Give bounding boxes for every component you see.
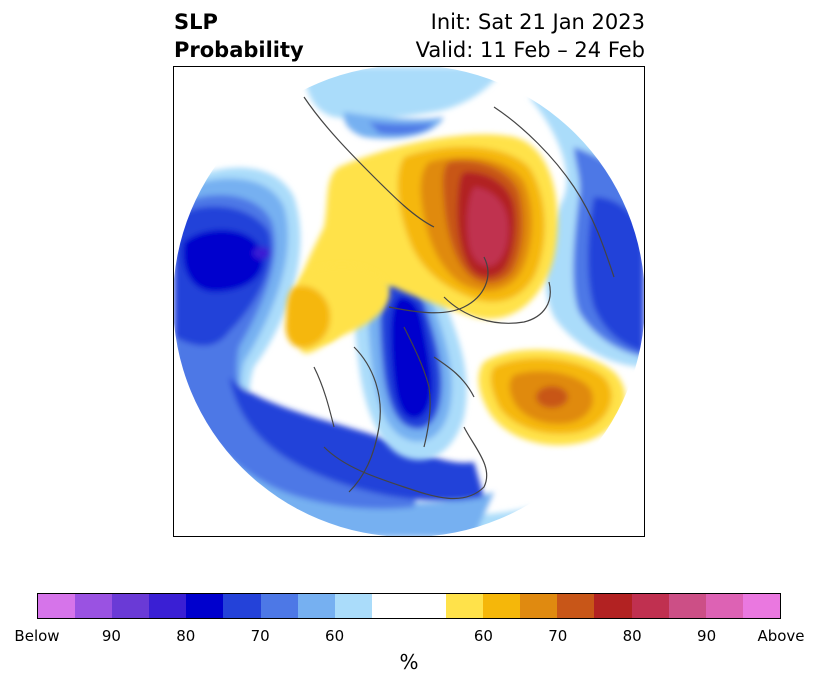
colorbar-segment [557,594,595,618]
alaska-high-anomaly [285,265,390,354]
coastlines [303,96,615,500]
colorbar-segment [334,594,372,618]
colorbar-tick-label: 60 [473,627,493,645]
atlantic-high-anomaly [478,349,626,446]
colorbar-segment [631,594,669,618]
colorbar-segment [260,594,298,618]
colorbar-tick-label: 90 [101,627,121,645]
probability-shading [174,67,644,536]
title-product: Probability [174,38,304,62]
colorbar-segment [186,594,224,618]
colorbar-segment [75,594,113,618]
europe-north-low-anomaly [304,67,504,139]
colorbar-segment [668,594,706,618]
colorbar-segment [483,594,521,618]
colorbar-segment [112,594,150,618]
colorbar-tick-label: 80 [176,627,196,645]
map-title-left: SLP Probability [174,8,304,64]
probability-map [173,66,645,537]
colorbar-tick-label: 70 [548,627,568,645]
colorbar [37,593,781,619]
colorbar-segment [742,594,780,618]
colorbar-tick-label: Above [757,627,805,645]
title-variable: SLP [174,10,218,34]
colorbar-tick-label: 90 [697,627,717,645]
colorbar-tick-label: 70 [250,627,270,645]
map-title-right: Init: Sat 21 Jan 2023 Valid: 11 Feb – 24… [416,8,645,64]
colorbar-segment [446,594,484,618]
colorbar-segment [297,594,335,618]
colorbar-unit-label: % [399,650,419,674]
colorbar-segment [38,594,76,618]
valid-range-label: Valid: 11 Feb – 24 Feb [415,38,645,62]
colorbar-segment [408,594,447,618]
polar-map-svg [174,67,644,536]
colorbar-tick-label: 60 [325,627,345,645]
siberia-high-anomaly [291,134,558,344]
colorbar-segment [594,594,632,618]
colorbar-tick-label: 80 [622,627,642,645]
colorbar-segment [520,594,558,618]
colorbar-segment [371,594,409,618]
colorbar-segment [223,594,261,618]
colorbar-segment [149,594,187,618]
colorbar-segment [705,594,743,618]
pacific-low-anomaly [174,167,534,536]
colorbar-tick-label: Below [14,627,60,645]
init-date-label: Init: Sat 21 Jan 2023 [430,10,645,34]
